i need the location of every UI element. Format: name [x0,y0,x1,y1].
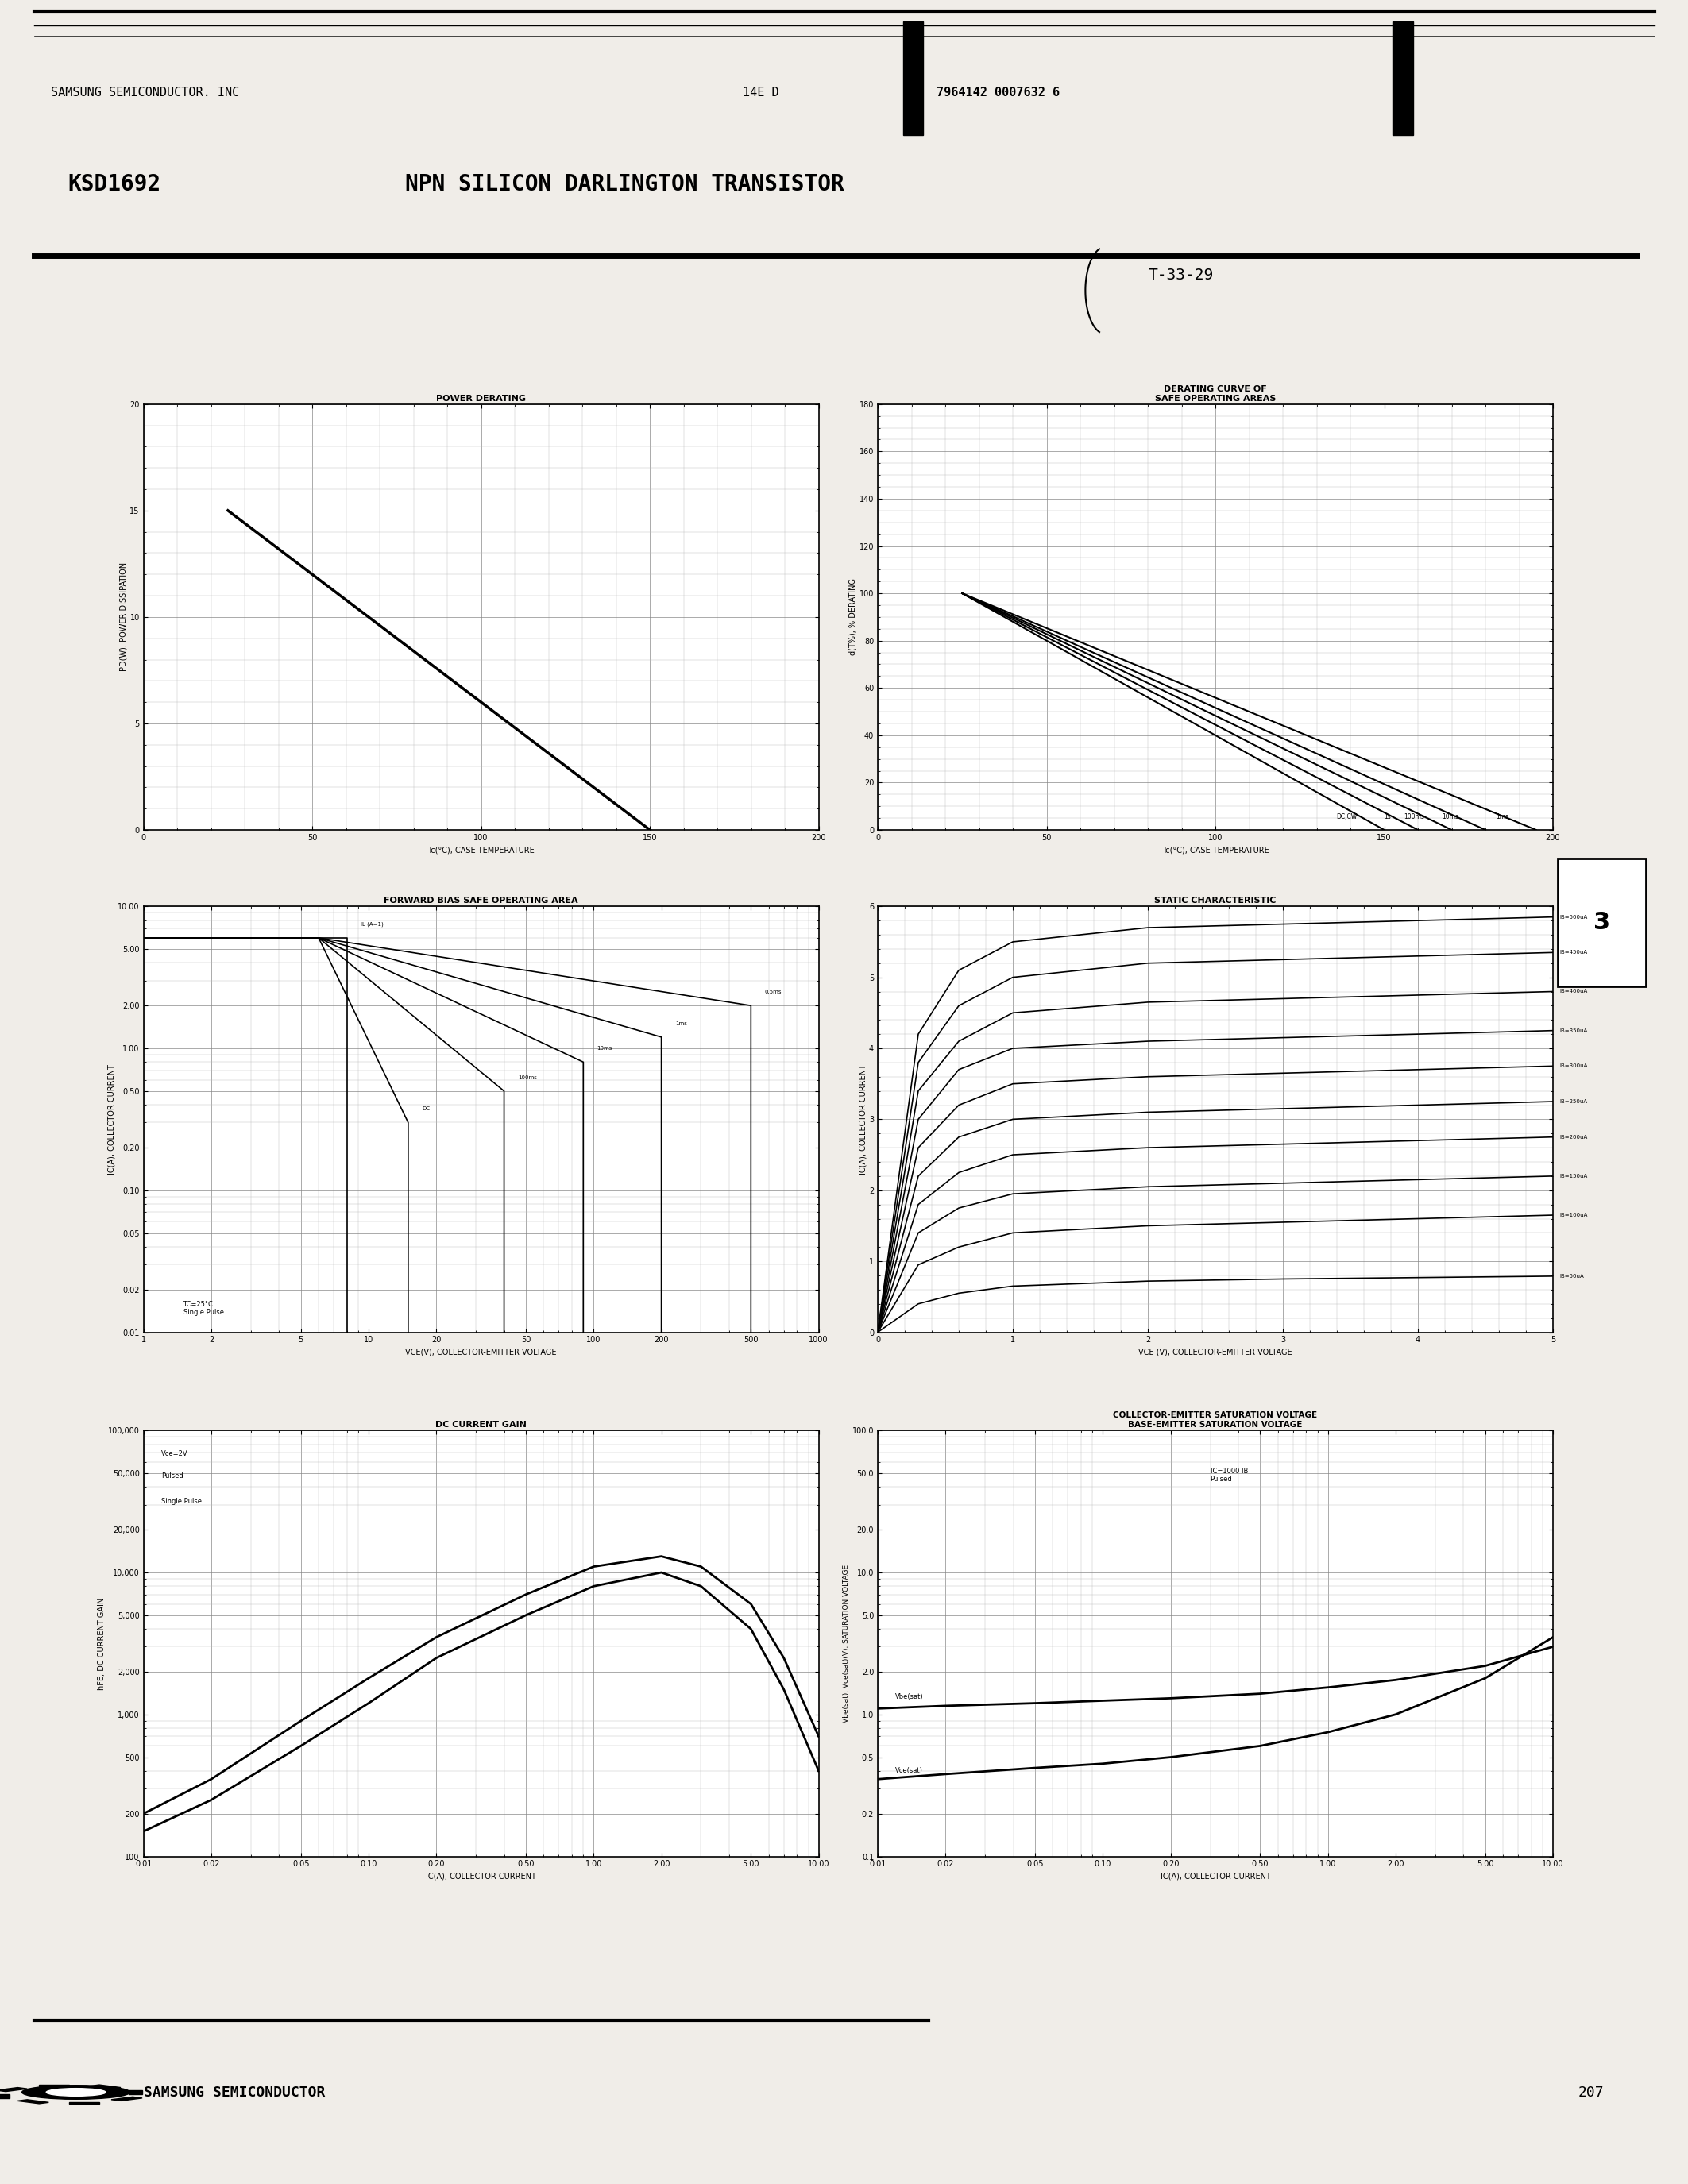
Text: 100ms: 100ms [1404,812,1425,821]
Title: COLLECTOR-EMITTER SATURATION VOLTAGE
BASE-EMITTER SATURATION VOLTAGE: COLLECTOR-EMITTER SATURATION VOLTAGE BAS… [1114,1411,1317,1428]
Text: DC,CW: DC,CW [1337,812,1357,821]
Y-axis label: hFE, DC CURRENT GAIN: hFE, DC CURRENT GAIN [98,1597,106,1690]
Text: IB=50uA: IB=50uA [1560,1273,1583,1278]
Y-axis label: PD(W), POWER DISSIPATION: PD(W), POWER DISSIPATION [120,563,128,670]
Text: IB=450uA: IB=450uA [1560,950,1588,954]
Bar [17,2099,49,2103]
X-axis label: Tc(°C), CASE TEMPERATURE: Tc(°C), CASE TEMPERATURE [1161,845,1269,854]
X-axis label: IC(A), COLLECTOR CURRENT: IC(A), COLLECTOR CURRENT [425,1872,537,1880]
Text: 10ms: 10ms [1442,812,1458,821]
Text: 1ms: 1ms [675,1022,687,1026]
Text: IC=1000 IB
Pulsed: IC=1000 IB Pulsed [1210,1468,1247,1483]
Title: STATIC CHARACTERISTIC: STATIC CHARACTERISTIC [1155,898,1276,904]
Text: IB=350uA: IB=350uA [1560,1029,1588,1033]
X-axis label: Tc(°C), CASE TEMPERATURE: Tc(°C), CASE TEMPERATURE [427,845,535,854]
Text: DC: DC [422,1107,430,1112]
Title: POWER DERATING: POWER DERATING [436,395,527,402]
Text: IB=250uA: IB=250uA [1560,1099,1588,1103]
Text: NPN SILICON DARLINGTON TRANSISTOR: NPN SILICON DARLINGTON TRANSISTOR [405,173,844,197]
Circle shape [46,2088,106,2097]
Bar [903,22,923,135]
Text: 7964142 0007632 6: 7964142 0007632 6 [937,87,1060,98]
Circle shape [22,2086,130,2099]
Title: DERATING CURVE OF
SAFE OPERATING AREAS: DERATING CURVE OF SAFE OPERATING AREAS [1155,384,1276,402]
Text: KSD1692: KSD1692 [68,173,160,197]
Bar [89,2086,122,2088]
Text: Vbe(sat): Vbe(sat) [896,1693,923,1701]
Text: Vce(sat): Vce(sat) [896,1767,923,1773]
X-axis label: IC(A), COLLECTOR CURRENT: IC(A), COLLECTOR CURRENT [1160,1872,1271,1880]
Text: IB=300uA: IB=300uA [1560,1064,1588,1068]
Bar [128,2090,142,2094]
X-axis label: VCE (V), COLLECTOR-EMITTER VOLTAGE: VCE (V), COLLECTOR-EMITTER VOLTAGE [1138,1348,1293,1356]
Text: 1ms: 1ms [1496,812,1509,821]
Text: TC=25°C
Single Pulse: TC=25°C Single Pulse [182,1302,223,1317]
Text: Vce=2V: Vce=2V [162,1450,187,1457]
Text: 207: 207 [1578,2086,1604,2099]
Text: 1s: 1s [1384,812,1391,821]
Text: 3: 3 [1593,911,1610,935]
Text: IB=400uA: IB=400uA [1560,989,1588,994]
Text: IB=150uA: IB=150uA [1560,1173,1588,1179]
Text: SAMSUNG SEMICONDUCTOR: SAMSUNG SEMICONDUCTOR [143,2086,324,2099]
Y-axis label: IC(A), COLLECTOR CURRENT: IC(A), COLLECTOR CURRENT [859,1064,866,1175]
Text: T-33-29: T-33-29 [1148,269,1214,284]
Text: 100ms: 100ms [518,1075,537,1079]
Text: SAMSUNG SEMICONDUCTOR. INC: SAMSUNG SEMICONDUCTOR. INC [51,87,240,98]
Y-axis label: IC(A), COLLECTOR CURRENT: IC(A), COLLECTOR CURRENT [108,1064,115,1175]
FancyBboxPatch shape [1558,858,1646,987]
Bar [0,2088,27,2092]
Y-axis label: Vbe(sat), Vce(sat)(V), SATURATION VOLTAGE: Vbe(sat), Vce(sat)(V), SATURATION VOLTAG… [842,1564,849,1723]
Text: Single Pulse: Single Pulse [162,1498,203,1505]
Title: DC CURRENT GAIN: DC CURRENT GAIN [436,1422,527,1428]
Bar [0,2094,10,2099]
Text: IB=200uA: IB=200uA [1560,1136,1588,1140]
Text: IL (A=1): IL (A=1) [361,922,383,926]
Y-axis label: d(T%), % DERATING: d(T%), % DERATING [849,579,858,655]
Bar [1393,22,1413,135]
Text: 14E D: 14E D [743,87,778,98]
Text: Pulsed: Pulsed [162,1472,184,1481]
X-axis label: VCE(V), COLLECTOR-EMITTER VOLTAGE: VCE(V), COLLECTOR-EMITTER VOLTAGE [405,1348,557,1356]
Text: 10ms: 10ms [598,1046,613,1051]
Title: FORWARD BIAS SAFE OPERATING AREA: FORWARD BIAS SAFE OPERATING AREA [383,898,579,904]
Text: IB=500uA: IB=500uA [1560,915,1588,919]
Bar [111,2097,142,2101]
Text: IB=100uA: IB=100uA [1560,1212,1588,1216]
Text: 0.5ms: 0.5ms [765,989,782,994]
